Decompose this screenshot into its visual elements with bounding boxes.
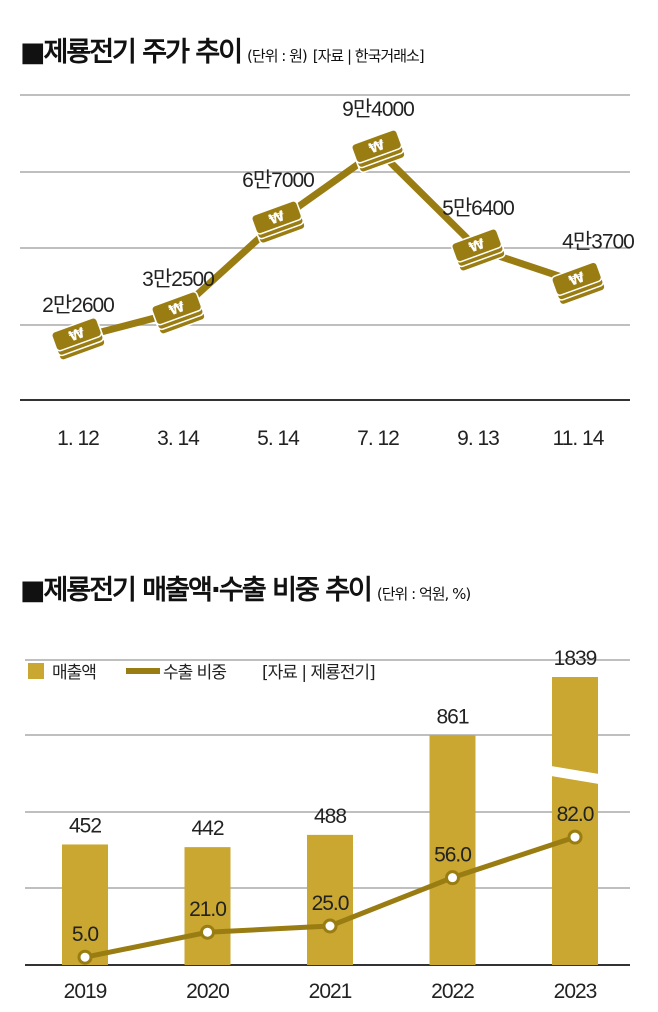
bar-sales <box>184 847 231 965</box>
line-value-label: 21.0 <box>189 898 226 921</box>
bar-sales <box>307 834 353 965</box>
bar-value-label: 861 <box>436 705 468 728</box>
won-coin-stack-icon: ₩ <box>151 290 206 335</box>
chart1-title: ■제룡전기 주가 추이 (단위 : 원) [자료 | 한국거래소] <box>20 37 425 68</box>
data-label: 6만7000 <box>242 169 314 192</box>
x-tick-label: 2021 <box>309 980 352 1003</box>
chart2-unit: (단위 : 억원, %) <box>376 585 471 603</box>
data-label: 4만3700 <box>562 230 634 253</box>
x-tick-label: 2020 <box>186 980 229 1003</box>
x-tick-label: 1. 12 <box>57 427 99 450</box>
x-tick-label: 5. 14 <box>257 427 300 450</box>
line-value-label: 25.0 <box>312 892 349 915</box>
coin-top <box>351 129 403 164</box>
data-label: 2만2600 <box>42 294 114 317</box>
data-label: 5만6400 <box>442 197 514 220</box>
export-point <box>322 918 338 934</box>
data-label: 3만2500 <box>142 268 214 291</box>
bar-sales <box>429 735 476 965</box>
export-point <box>445 870 460 886</box>
bar-value-label: 452 <box>69 814 101 837</box>
legend-sales: 매출액 <box>52 663 96 683</box>
data-label: 9만4000 <box>342 98 414 121</box>
line-value-label: 5.0 <box>72 923 99 946</box>
x-tick-label: 2022 <box>431 980 474 1003</box>
export-point <box>567 829 583 845</box>
chart1-title-text: 제룡전기 주가 추이 <box>43 37 244 68</box>
won-coin-stack-icon: ₩ <box>551 261 606 306</box>
won-symbol: ₩ <box>567 269 588 290</box>
won-symbol: ₩ <box>467 236 488 257</box>
bar-sales <box>552 677 598 965</box>
coin-top <box>451 228 503 263</box>
bar-sales <box>62 844 108 965</box>
coin-top <box>551 261 603 296</box>
x-tick-label: 2023 <box>554 980 597 1003</box>
won-coin-stack-icon: ₩ <box>51 317 106 361</box>
chart2-title-text: 제룡전기 매출액·수출 비중 추이 <box>43 575 373 606</box>
export-point <box>77 949 93 965</box>
bar-value-label: 442 <box>191 817 223 840</box>
x-tick-label: 2019 <box>64 980 107 1003</box>
won-coin-stack-icon: ₩ <box>451 228 506 272</box>
bar-value-label: 488 <box>314 805 346 828</box>
line-value-label: 56.0 <box>434 844 471 867</box>
won-coin-stack-icon: ₩ <box>251 200 306 245</box>
won-symbol: ₩ <box>167 299 188 320</box>
chart1-unit: (단위 : 원) <box>247 47 308 65</box>
x-tick-label: 9. 13 <box>457 427 499 450</box>
legend-line-swatch <box>126 668 160 674</box>
x-tick-label: 7. 12 <box>357 427 399 450</box>
axis-break <box>545 765 605 785</box>
bar-value-label: 1839 <box>554 647 597 670</box>
legend-export: 수출 비중 <box>163 663 226 683</box>
chart2-source: [자료 | 제룡전기] <box>262 663 375 683</box>
export-point <box>200 924 215 940</box>
chart1-source: [자료 | 한국거래소] <box>312 47 425 65</box>
chart2-title: ■제룡전기 매출액·수출 비중 추이 (단위 : 억원, %) <box>20 575 471 606</box>
won-symbol: ₩ <box>367 137 388 158</box>
coin-top <box>51 317 103 352</box>
coin-top <box>151 290 203 326</box>
coin-top <box>251 200 303 235</box>
legend-bar-swatch <box>28 663 44 679</box>
x-tick-label: 11. 14 <box>553 427 605 450</box>
x-tick-label: 3. 14 <box>157 427 200 450</box>
won-coin-stack-icon: ₩ <box>351 129 406 173</box>
won-symbol: ₩ <box>267 208 288 229</box>
line-value-label: 82.0 <box>557 803 594 826</box>
won-symbol: ₩ <box>67 325 88 346</box>
